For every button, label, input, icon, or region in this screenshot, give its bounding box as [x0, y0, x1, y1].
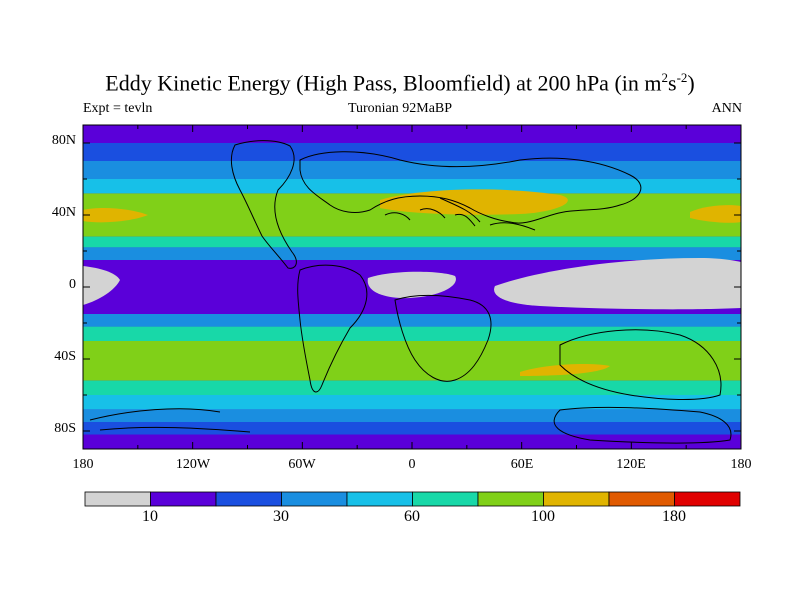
- colorbar-label-180: 180: [662, 508, 686, 525]
- contour-band-11: [83, 380, 741, 395]
- colorbar-label-60: 60: [404, 508, 420, 525]
- nh-orange-blob-right: [690, 205, 741, 223]
- contour-band-8: [83, 314, 741, 327]
- lat-label-eq: 0: [69, 277, 76, 292]
- contour-band-13: [83, 409, 741, 422]
- axis-ticks: [82, 125, 742, 449]
- colorbar-swatch-3: [281, 491, 348, 507]
- contour-band-9: [83, 326, 741, 341]
- season-label: ANN: [711, 101, 742, 116]
- colorbar-swatch-5: [412, 491, 479, 507]
- colorbar-swatch-2: [215, 491, 282, 507]
- lon-label-60w: 60W: [288, 457, 316, 472]
- contour-band-10: [83, 341, 741, 381]
- plot-title: Eddy Kinetic Energy (High Pass, Bloomfie…: [105, 70, 695, 96]
- nh-orange-blob-left: [83, 207, 148, 223]
- tropical-low-left: [83, 266, 120, 305]
- lon-label-180e: 180: [730, 457, 752, 472]
- contour-band-2: [83, 161, 741, 179]
- colorbar-label-30: 30: [273, 508, 289, 525]
- colorbar-swatch-7: [543, 491, 610, 507]
- colorbar-label-100: 100: [531, 508, 555, 525]
- contour-field: [83, 125, 741, 449]
- colorbar-swatch-1: [150, 491, 217, 507]
- lon-label-120e: 120E: [616, 457, 646, 472]
- colorbar-swatch-9: [674, 491, 741, 507]
- colorbar-label-10: 10: [142, 508, 158, 525]
- lon-label-120w: 120W: [175, 457, 211, 472]
- colorbar-swatch-4: [346, 491, 413, 507]
- colorbar-swatch-6: [477, 491, 544, 507]
- tropical-low-center: [367, 271, 456, 299]
- lon-label-60e: 60E: [510, 457, 534, 472]
- lat-label-40n: 40N: [51, 205, 76, 220]
- coastlines: [89, 140, 732, 444]
- experiment-label: Expt = tevln: [83, 101, 153, 116]
- colorbar-swatch-8: [608, 491, 675, 507]
- contour-band-3: [83, 179, 741, 194]
- colorbar-swatch-0: [84, 491, 151, 507]
- lat-label-40s: 40S: [54, 349, 76, 364]
- contour-band-5: [83, 236, 741, 248]
- contour-band-1: [83, 143, 741, 161]
- lon-label-0: 0: [408, 457, 416, 472]
- lat-label-80n: 80N: [51, 133, 76, 148]
- contour-band-12: [83, 395, 741, 410]
- lon-label-180w: 180: [72, 457, 94, 472]
- colorbar: [84, 491, 741, 507]
- lat-label-80s: 80S: [54, 421, 76, 436]
- contour-band-0: [83, 125, 741, 143]
- tropical-low-right: [494, 258, 741, 310]
- period-label: Turonian 92MaBP: [347, 101, 453, 116]
- contour-band-6: [83, 247, 741, 260]
